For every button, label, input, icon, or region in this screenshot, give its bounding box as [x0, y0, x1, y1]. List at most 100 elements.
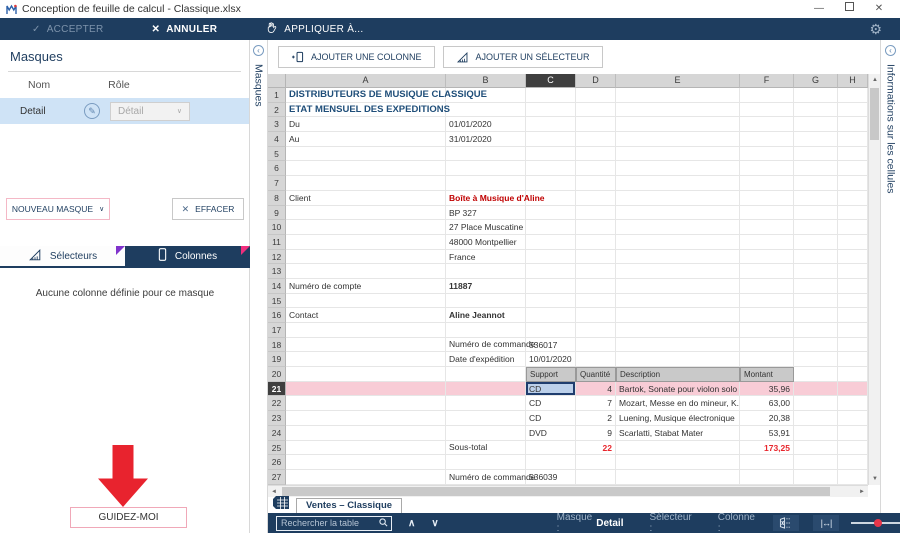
- cell-F16[interactable]: [740, 308, 794, 323]
- cell-D13[interactable]: [576, 264, 616, 279]
- cell-A16[interactable]: Contact: [286, 308, 446, 323]
- cell-H8[interactable]: [838, 190, 868, 206]
- cell-A6[interactable]: [286, 161, 446, 177]
- cell-C17[interactable]: [526, 323, 576, 338]
- cell-A9[interactable]: [286, 205, 446, 221]
- find-previous-button[interactable]: ∧: [408, 517, 416, 529]
- row-header-7[interactable]: 7: [268, 176, 286, 191]
- cell-H7[interactable]: [838, 176, 868, 191]
- scroll-right-icon[interactable]: ►: [859, 489, 865, 495]
- cell-E10[interactable]: [616, 220, 740, 235]
- cell-C20[interactable]: Support: [526, 367, 576, 382]
- cell-C13[interactable]: [526, 264, 576, 279]
- cell-E13[interactable]: [616, 264, 740, 279]
- cell-B14[interactable]: 11887: [446, 278, 526, 294]
- row-header-1[interactable]: 1: [268, 88, 286, 103]
- cell-D16[interactable]: [576, 308, 616, 323]
- scroll-up-icon[interactable]: ▲: [872, 77, 878, 83]
- cell-B19[interactable]: Date d'expédition: [446, 352, 526, 368]
- cell-H17[interactable]: [838, 323, 868, 338]
- cell-B27[interactable]: Numéro de commande: [446, 469, 535, 485]
- cell-H11[interactable]: [838, 234, 868, 250]
- cell-C11[interactable]: [526, 234, 576, 250]
- cell-G7[interactable]: [794, 176, 838, 191]
- cell-E4[interactable]: [616, 132, 740, 147]
- cell-F6[interactable]: [740, 161, 794, 177]
- column-header-C[interactable]: C: [526, 74, 576, 88]
- cell-H5[interactable]: [838, 146, 868, 162]
- cell-C22[interactable]: CD: [526, 396, 576, 412]
- cell-E7[interactable]: [616, 176, 740, 191]
- cell-B4[interactable]: 31/01/2020: [446, 132, 526, 147]
- row-header-19[interactable]: 19: [268, 352, 286, 368]
- cell-F19[interactable]: [740, 352, 794, 368]
- cell-D14[interactable]: [576, 278, 616, 294]
- cell-B26[interactable]: [446, 455, 526, 470]
- cell-H21[interactable]: [838, 381, 868, 397]
- cell-E3[interactable]: [616, 117, 740, 133]
- cell-H15[interactable]: [838, 293, 868, 309]
- cell-G27[interactable]: [794, 469, 838, 485]
- cell-A21[interactable]: [286, 381, 446, 397]
- cell-F18[interactable]: [740, 337, 794, 353]
- cell-B1[interactable]: [446, 88, 526, 103]
- cell-E17[interactable]: [616, 323, 740, 338]
- cell-C15[interactable]: [526, 293, 576, 309]
- cell-B16[interactable]: Aline Jeannot: [446, 308, 526, 323]
- cell-D26[interactable]: [576, 455, 616, 470]
- cell-C1[interactable]: [526, 88, 576, 103]
- row-header-4[interactable]: 4: [268, 132, 286, 147]
- cell-G23[interactable]: [794, 411, 838, 426]
- cell-A14[interactable]: Numéro de compte: [286, 278, 446, 294]
- cell-G11[interactable]: [794, 234, 838, 250]
- tab-colonnes[interactable]: Colonnes: [125, 246, 250, 266]
- scroll-down-icon[interactable]: ▼: [872, 476, 878, 482]
- cell-D7[interactable]: [576, 176, 616, 191]
- cell-E2[interactable]: [616, 102, 740, 118]
- column-header-F[interactable]: F: [740, 74, 794, 88]
- vertical-scrollbar[interactable]: ▲ ▼: [868, 74, 880, 485]
- cell-C21[interactable]: CD: [526, 381, 576, 397]
- cell-D5[interactable]: [576, 146, 616, 162]
- cell-A3[interactable]: Du: [286, 117, 446, 133]
- cell-B7[interactable]: [446, 176, 526, 191]
- row-header-27[interactable]: 27: [268, 469, 286, 485]
- row-header-12[interactable]: 12: [268, 249, 286, 265]
- cell-A5[interactable]: [286, 146, 446, 162]
- cell-D2[interactable]: [576, 102, 616, 118]
- cell-B6[interactable]: [446, 161, 526, 177]
- search-input[interactable]: [277, 518, 379, 528]
- cell-F21[interactable]: 35,96: [740, 381, 794, 397]
- cell-E23[interactable]: Luening, Musique électronique: [616, 411, 740, 426]
- close-button[interactable]: ✕: [874, 3, 884, 14]
- vertical-scroll-thumb[interactable]: [870, 88, 879, 140]
- cell-D6[interactable]: [576, 161, 616, 177]
- cell-D8[interactable]: [576, 190, 616, 206]
- accept-button[interactable]: ✓ ACCEPTER: [22, 18, 114, 40]
- row-header-26[interactable]: 26: [268, 455, 286, 470]
- row-header-15[interactable]: 15: [268, 293, 286, 309]
- cell-C6[interactable]: [526, 161, 576, 177]
- cell-A7[interactable]: [286, 176, 446, 191]
- cell-B22[interactable]: [446, 396, 526, 412]
- cell-E14[interactable]: [616, 278, 740, 294]
- zoom-slider[interactable]: [850, 515, 900, 531]
- cell-A18[interactable]: [286, 337, 446, 353]
- cell-F12[interactable]: [740, 249, 794, 265]
- cell-H16[interactable]: [838, 308, 868, 323]
- cell-info-side-strip[interactable]: ‹ Informations sur les cellules: [880, 40, 900, 513]
- row-header-21[interactable]: 21: [268, 381, 286, 397]
- cell-F15[interactable]: [740, 293, 794, 309]
- cell-A26[interactable]: [286, 455, 446, 470]
- cell-H27[interactable]: [838, 469, 868, 485]
- cell-C12[interactable]: [526, 249, 576, 265]
- mask-row-detail[interactable]: Detail ✎ Détail ∨: [0, 98, 249, 124]
- cell-B5[interactable]: [446, 146, 526, 162]
- cell-A27[interactable]: [286, 469, 446, 485]
- cell-F26[interactable]: [740, 455, 794, 470]
- cell-G3[interactable]: [794, 117, 838, 133]
- cell-B2[interactable]: [446, 102, 526, 118]
- cell-D1[interactable]: [576, 88, 616, 103]
- cell-F22[interactable]: 63,00: [740, 396, 794, 412]
- cell-F23[interactable]: 20,38: [740, 411, 794, 426]
